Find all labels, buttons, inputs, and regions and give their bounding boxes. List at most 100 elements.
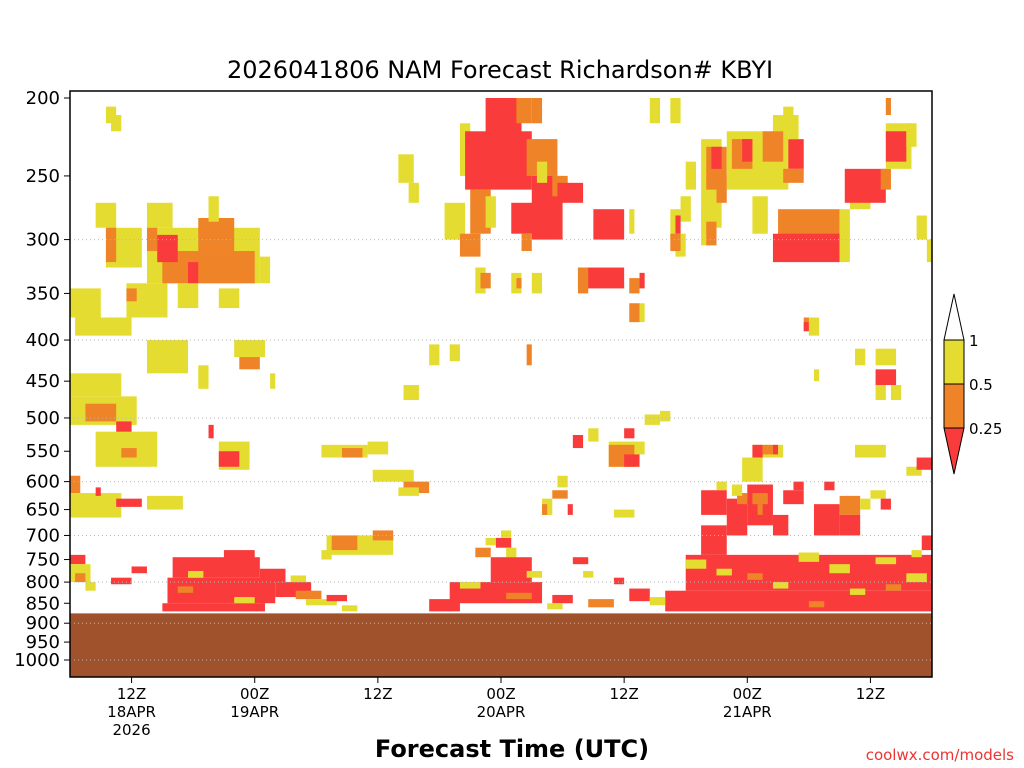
- ri-cell: [906, 573, 927, 583]
- ri-cell: [223, 550, 255, 560]
- ri-cell: [485, 196, 496, 228]
- y-tick-label: 550: [26, 441, 60, 462]
- y-tick-label: 700: [26, 525, 60, 546]
- x-tick-label: 00Z: [240, 685, 269, 703]
- x-tick-label: 21APR: [723, 703, 772, 721]
- ri-cell: [341, 605, 358, 612]
- y-tick-label: 650: [26, 500, 60, 521]
- ri-cell: [772, 582, 789, 589]
- x-tick-label: 18APR: [107, 703, 156, 721]
- ri-cell: [716, 175, 727, 203]
- ri-cell: [218, 288, 240, 309]
- below-ground: [70, 613, 932, 677]
- ri-cell: [921, 535, 932, 551]
- legend-arrow-bottom: [943, 427, 965, 475]
- ri-cell: [737, 493, 748, 505]
- ri-cell: [459, 582, 481, 589]
- ri-cell: [793, 481, 804, 491]
- ri-cell: [890, 385, 902, 401]
- ri-cell: [813, 369, 820, 382]
- ri-cell: [121, 448, 137, 458]
- y-tick-label: 500: [26, 408, 60, 429]
- ri-cell: [639, 441, 645, 455]
- ri-cell: [506, 592, 532, 600]
- ri-cell: [824, 481, 835, 491]
- ri-cell: [70, 475, 81, 494]
- ri-cell: [624, 454, 640, 467]
- ri-cell: [742, 457, 763, 482]
- legend-label: 0.5: [969, 376, 993, 394]
- ri-cell: [188, 570, 204, 578]
- ri-cell: [511, 272, 522, 294]
- ri-cell: [762, 131, 784, 162]
- ri-cell: [126, 288, 137, 302]
- y-tick-label: 900: [26, 613, 60, 634]
- ri-cell: [326, 594, 348, 602]
- ri-cell: [706, 221, 717, 246]
- ri-cell: [783, 168, 804, 183]
- ri-cell: [177, 283, 199, 309]
- ri-cell: [916, 215, 927, 240]
- ri-cell: [331, 535, 358, 551]
- ri-cell: [885, 98, 891, 116]
- ri-cell: [731, 484, 743, 496]
- ri-cell: [516, 278, 522, 289]
- ri-cell: [198, 365, 209, 389]
- ri-cell: [526, 570, 543, 578]
- ri-cell: [295, 590, 322, 600]
- ri-cell: [177, 586, 194, 593]
- ri-cell: [757, 504, 763, 515]
- ri-cell: [234, 597, 255, 604]
- ri-cell: [875, 369, 897, 386]
- ri-cell: [675, 215, 681, 234]
- ri-cell: [711, 146, 722, 169]
- ri-cell: [839, 514, 861, 536]
- ri-cell: [465, 131, 532, 190]
- ri-cell: [680, 196, 691, 222]
- ri-cell: [198, 217, 235, 252]
- ri-cell: [906, 123, 917, 147]
- ri-cell: [906, 466, 922, 476]
- ri-cell: [547, 603, 563, 610]
- ri-cell: [839, 209, 850, 263]
- ri-cell: [70, 493, 122, 518]
- x-axis-label: Forecast Time (UTC): [375, 735, 649, 763]
- ri-cell: [644, 414, 661, 425]
- chart-title: 2026041806 NAM Forecast Richardson# KBYI: [227, 56, 773, 84]
- ri-cell: [429, 344, 440, 366]
- ri-cell: [403, 481, 430, 494]
- ri-cell: [75, 317, 132, 336]
- ri-cell: [146, 340, 189, 374]
- ri-cell: [885, 584, 902, 591]
- ri-cell: [408, 182, 419, 203]
- ri-cell: [911, 550, 922, 558]
- ri-cell: [501, 530, 512, 538]
- ri-cell: [583, 570, 594, 578]
- ri-cell: [444, 202, 466, 240]
- x-tick-label: 20APR: [477, 703, 526, 721]
- credit-text: coolwx.com/models: [866, 746, 1014, 764]
- ri-cell: [849, 588, 866, 595]
- ri-cell: [875, 385, 886, 401]
- y-tick-label: 750: [26, 550, 60, 571]
- ri-cell: [629, 209, 635, 234]
- y-tick-label: 350: [26, 283, 60, 304]
- y-axis: 200 250 300 350 400 450 500 550 600 650 700 7508008…: [14, 88, 70, 671]
- ri-cell: [716, 481, 727, 491]
- ri-cell: [188, 262, 199, 284]
- ri-cell: [752, 444, 763, 458]
- ri-cell: [649, 597, 666, 606]
- ri-cell: [588, 599, 614, 608]
- ri-cell: [747, 573, 763, 580]
- ri-cell: [111, 115, 122, 132]
- ri-cell: [577, 267, 625, 289]
- ri-cell: [234, 340, 265, 358]
- ri-cell: [403, 385, 419, 401]
- y-tick-label: 950: [26, 632, 60, 653]
- legend-swatch-orange: [943, 383, 965, 429]
- ri-cell: [593, 209, 625, 240]
- y-tick-label: 200: [26, 88, 60, 109]
- ri-cell: [95, 202, 117, 228]
- y-tick-label: 1000: [14, 650, 60, 671]
- ri-cell: [772, 233, 840, 263]
